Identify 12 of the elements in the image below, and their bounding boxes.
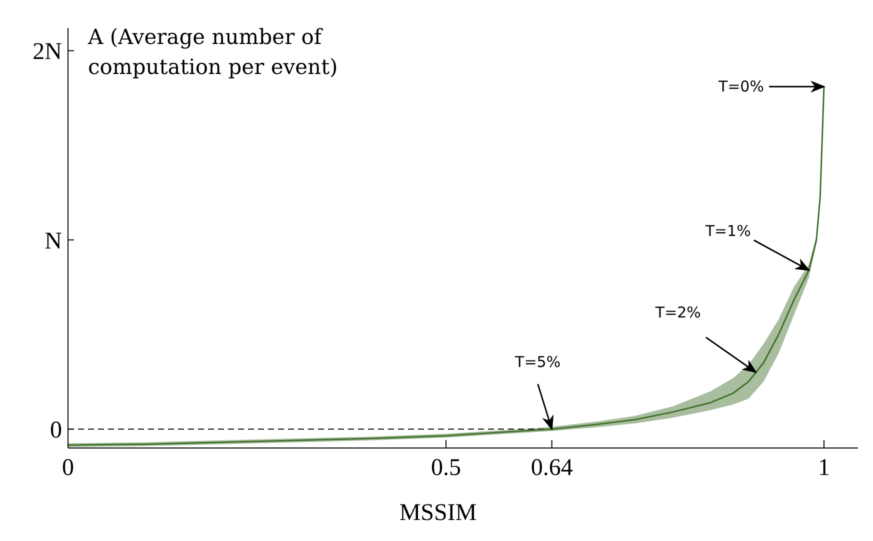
y-tick-label: N [44, 228, 62, 254]
x-axis-title: MSSIM [398, 500, 478, 527]
annotation: T=1% [704, 222, 751, 240]
y-tick-label: 0 [50, 418, 62, 444]
y-tick-label: 2N [32, 39, 62, 66]
annotation: T=5% [514, 353, 561, 372]
annotation: T=2% [654, 303, 701, 322]
x-tick-label: 1 [818, 455, 830, 482]
x-tick-label: 0.5 [430, 455, 461, 482]
annotation: T=0% [717, 78, 764, 96]
y-axis-title: A (Average number of computation per event) [88, 24, 339, 81]
x-tick-label: 0.64 [530, 455, 573, 482]
